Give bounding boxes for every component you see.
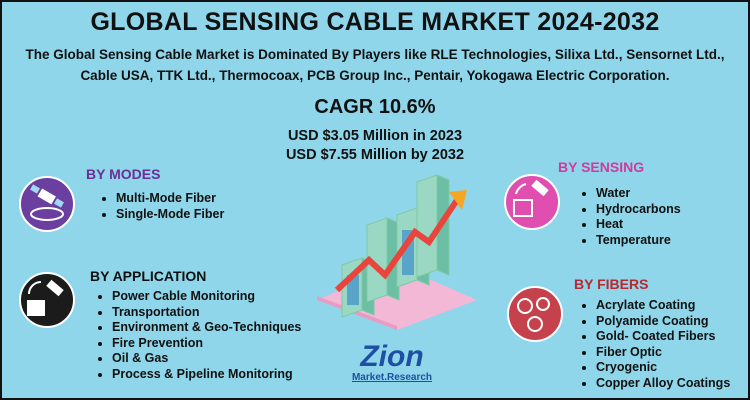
list-item: Acrylate Coating (596, 298, 730, 314)
list-item: Hydrocarbons (596, 202, 681, 218)
value-2023: USD $3.05 Million in 2023 (287, 128, 463, 144)
fibers-icon (507, 286, 563, 342)
list-item: Oil & Gas (112, 351, 332, 367)
list-item: Gold- Coated Fibers (596, 329, 730, 345)
list-item: Water (596, 186, 681, 202)
list-item: Temperature (596, 233, 681, 249)
list-item: Single-Mode Fiber (116, 207, 224, 223)
value-2032: USD $7.55 Million by 2032 (285, 147, 465, 163)
list-item: Multi-Mode Fiber (116, 191, 224, 207)
title: GLOBAL SENSING CABLE MARKET 2024-2032 (90, 8, 660, 36)
section-heading: BY APPLICATION (90, 268, 207, 284)
modes-icon (19, 176, 75, 232)
section-heading: BY SENSING (558, 159, 645, 175)
list-item: Environment & Geo-Techniques (112, 320, 332, 336)
section-heading: BY MODES (86, 166, 161, 182)
list-item: Heat (596, 217, 681, 233)
list-item: Fire Prevention (112, 336, 332, 352)
section-list: WaterHydrocarbonsHeatTemperature (578, 186, 681, 248)
logo: Zion Market.Research (342, 340, 442, 384)
list-item: Process & Pipeline Monitoring (112, 367, 332, 383)
list-item: Polyamide Coating (596, 314, 730, 330)
sensing-icon (504, 174, 560, 230)
cagr: CAGR 10.6% (314, 96, 436, 118)
section-list: Power Cable MonitoringTransportationEnvi… (94, 289, 332, 382)
list-item: Cryogenic (596, 360, 730, 376)
logo-tagline: Market.Research (351, 372, 433, 383)
growth-illustration (317, 174, 477, 330)
list-item: Power Cable Monitoring (112, 289, 332, 305)
list-item: Transportation (112, 305, 332, 321)
list-item: Copper Alloy Coatings (596, 376, 730, 392)
section-list: Acrylate CoatingPolyamide CoatingGold- C… (578, 298, 730, 391)
list-item: Fiber Optic (596, 345, 730, 361)
subtitle: The Global Sensing Cable Market is Domin… (25, 47, 725, 83)
application-icon (19, 272, 75, 328)
logo-name: Zion (360, 340, 424, 373)
section-heading: BY FIBERS (574, 276, 649, 292)
section-list: Multi-Mode FiberSingle-Mode Fiber (98, 191, 224, 222)
